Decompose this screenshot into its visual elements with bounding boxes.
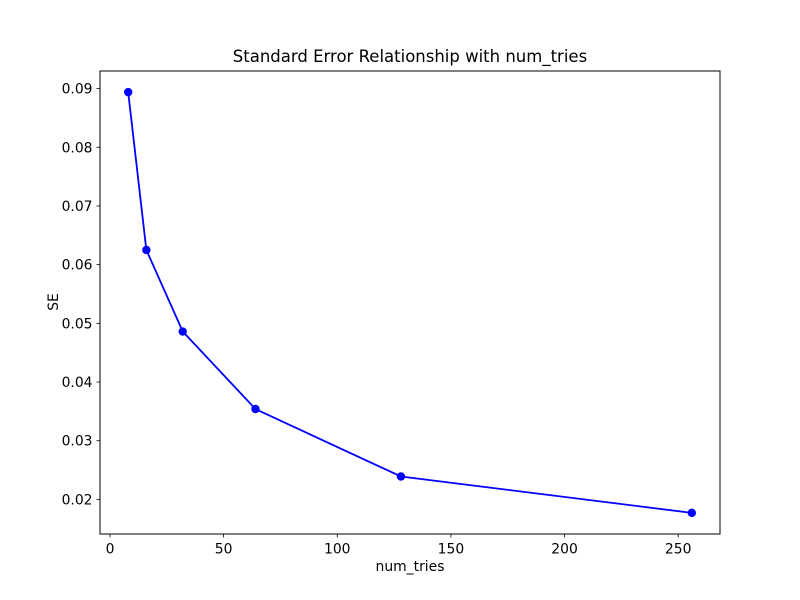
- y-tick-label: 0.06: [62, 258, 93, 274]
- data-point-marker: [396, 472, 406, 481]
- x-tick-label: 150: [438, 542, 465, 558]
- y-tick-label: 0.05: [62, 316, 93, 332]
- x-tick-label: 200: [551, 542, 578, 558]
- data-point-marker: [178, 327, 187, 336]
- data-point-marker: [687, 508, 697, 518]
- data-point-marker: [251, 404, 260, 414]
- y-tick-label: 0.04: [62, 375, 93, 391]
- y-tick-label: 0.02: [62, 492, 93, 508]
- axes-spines: [99, 70, 721, 535]
- y-axis-label: SE: [46, 293, 63, 311]
- x-tick-label: 100: [324, 542, 351, 558]
- chart-title: Standard Error Relationship with num_tri…: [232, 47, 588, 66]
- data-line: [127, 92, 692, 514]
- y-tick-label: 0.08: [62, 140, 93, 156]
- y-tick-label: 0.09: [62, 82, 93, 98]
- data-point-marker: [123, 87, 133, 97]
- y-tick-label: 0.03: [62, 434, 93, 450]
- y-tick-label: 0.07: [62, 199, 93, 215]
- x-tick-label: 250: [665, 542, 692, 558]
- x-tick-label: 0: [106, 542, 115, 558]
- x-tick-label: 50: [215, 542, 233, 558]
- x-axis-label: num_tries: [375, 559, 445, 575]
- data-point-marker: [142, 245, 151, 255]
